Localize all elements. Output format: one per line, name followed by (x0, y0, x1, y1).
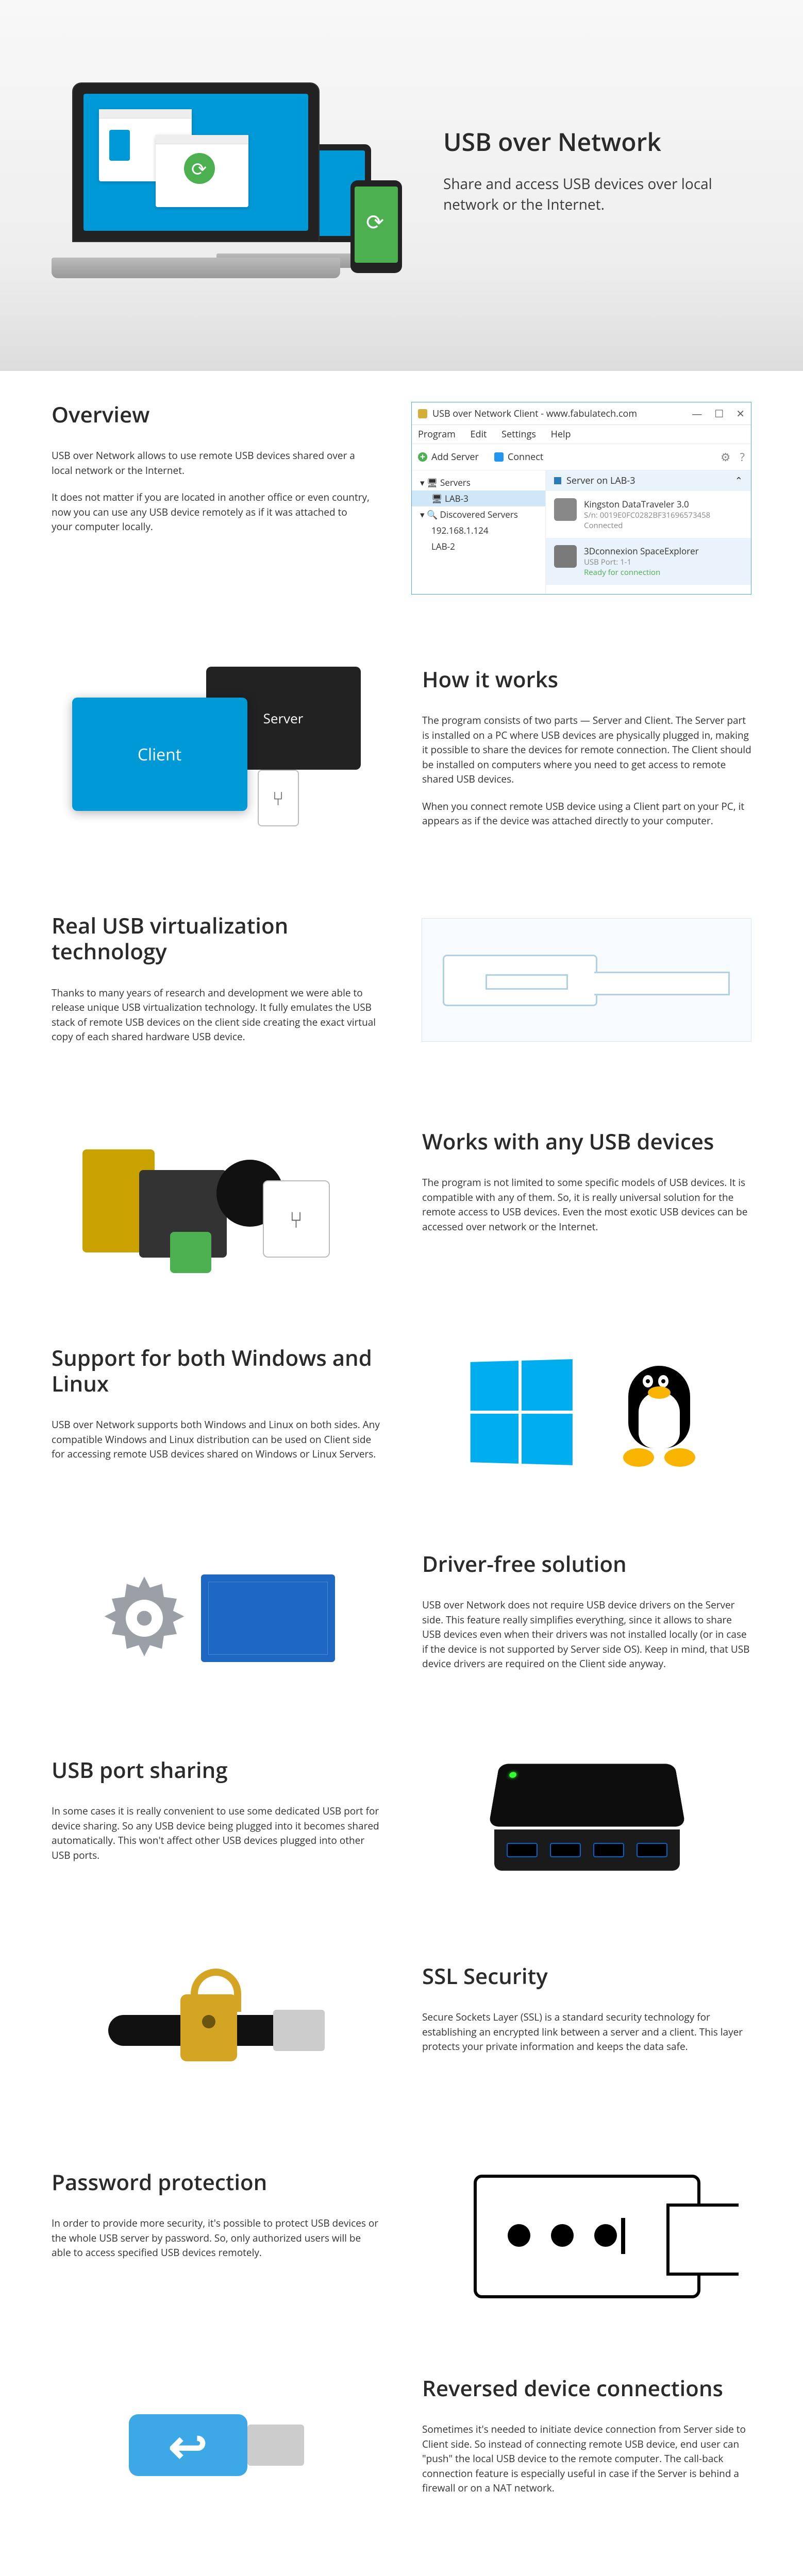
device-list-header: Server on LAB-3⌃ (546, 470, 751, 491)
ssl-heading: SSL Security (422, 1963, 751, 1989)
minimize-icon[interactable]: — (692, 406, 702, 420)
add-server-button[interactable]: +Add Server (418, 451, 479, 463)
app-window-title: USB over Network Client - www.fabulatech… (432, 408, 637, 420)
client-label: Client (72, 698, 247, 811)
port-p1: In some cases it is really convenient to… (52, 1804, 381, 1862)
menu-help[interactable]: Help (551, 428, 571, 440)
connect-button[interactable]: Connect (494, 451, 543, 463)
usb-drive-icon (554, 498, 577, 521)
menu-edit[interactable]: Edit (471, 428, 487, 440)
device-list: Server on LAB-3⌃ Kingston DataTraveler 3… (546, 470, 751, 594)
usb-devices-illustration: ⑂ (82, 1129, 350, 1273)
tree-lab3[interactable]: 🖥 LAB-3 (412, 490, 545, 506)
any-p1: The program is not limited to some speci… (422, 1175, 751, 1234)
os-p1: USB over Network supports both Windows a… (52, 1417, 381, 1462)
hero-illustration (52, 62, 402, 278)
hero-title: USB over Network (443, 125, 722, 159)
overview-p1: USB over Network allows to use remote US… (52, 448, 370, 478)
ssl-lock-illustration (108, 1974, 325, 2087)
os-heading: Support for both Windows and Linux (52, 1345, 381, 1397)
pwd-p1: In order to provide more security, it's … (52, 2216, 381, 2260)
maximize-icon[interactable]: ☐ (714, 406, 724, 420)
usb-icon: ⑂ (258, 770, 299, 826)
hero-subtitle: Share and access USB devices over local … (443, 174, 722, 214)
usb-hub-illustration (479, 1757, 695, 1891)
device-item[interactable]: Kingston DataTraveler 3.0 S/n: 0019E0FC0… (546, 491, 751, 538)
client-server-illustration: Server Client ⑂ (72, 667, 361, 821)
phone-icon (350, 180, 402, 273)
circuit-board-icon (201, 1574, 335, 1662)
pwd-heading: Password protection (52, 2170, 381, 2195)
menu-program[interactable]: Program (418, 428, 456, 440)
driver-heading: Driver-free solution (422, 1551, 751, 1577)
app-menubar: Program Edit Settings Help (412, 425, 751, 444)
app-icon (418, 409, 427, 418)
tree-lab2[interactable]: LAB-2 (412, 538, 545, 554)
rev-heading: Reversed device connections (422, 2376, 751, 2401)
gear-icon[interactable]: ⚙ (721, 449, 731, 465)
tree-discovered[interactable]: ▾ 🔍 Discovered Servers (412, 506, 545, 522)
reversed-usb-illustration: ↩ (129, 2399, 304, 2486)
virt-heading: Real USB virtualization technology (52, 913, 380, 965)
how-p2: When you connect remote USB device using… (422, 799, 751, 828)
overview-p2: It does not matter if you are located in… (52, 490, 370, 534)
usb-blueprint-illustration (422, 918, 751, 1042)
os-logos (469, 1355, 706, 1469)
linux-tux-icon (613, 1355, 706, 1469)
overview-heading: Overview (52, 402, 370, 428)
server-tree[interactable]: ▾ 🖥 Servers 🖥 LAB-3 ▾ 🔍 Discovered Serve… (412, 470, 546, 594)
app-toolbar: +Add Server Connect ⚙ ? (412, 444, 751, 470)
driver-p1: USB over Network does not require USB de… (422, 1598, 751, 1671)
rev-p1: Sometimes it's needed to initiate device… (422, 2422, 751, 2496)
ssl-p1: Secure Sockets Layer (SSL) is a standard… (422, 2010, 751, 2054)
tree-servers[interactable]: ▾ 🖥 Servers (412, 474, 545, 490)
tree-ip[interactable]: 192.168.1.124 (412, 522, 545, 538)
port-heading: USB port sharing (52, 1757, 381, 1783)
menu-settings[interactable]: Settings (501, 428, 536, 440)
app-screenshot: USB over Network Client - www.fabulatech… (411, 402, 751, 595)
how-heading: How it works (422, 667, 751, 692)
close-icon[interactable]: ✕ (736, 406, 745, 420)
driver-free-illustration (98, 1572, 335, 1665)
windows-logo-icon (470, 1359, 572, 1465)
virt-p1: Thanks to many years of research and dev… (52, 986, 380, 1044)
device-icon (554, 545, 577, 568)
gear-icon (98, 1572, 191, 1665)
app-titlebar: USB over Network Client - www.fabulatech… (412, 402, 751, 425)
password-usb-illustration (474, 2175, 700, 2298)
hero-section: USB over Network Share and access USB de… (0, 0, 803, 371)
laptop-big-icon (52, 82, 340, 278)
help-icon[interactable]: ? (740, 449, 745, 465)
how-p1: The program consists of two parts — Serv… (422, 713, 751, 787)
any-heading: Works with any USB devices (422, 1129, 751, 1155)
device-item[interactable]: 3Dconnexion SpaceExplorer USB Port: 1-1 … (546, 538, 751, 585)
